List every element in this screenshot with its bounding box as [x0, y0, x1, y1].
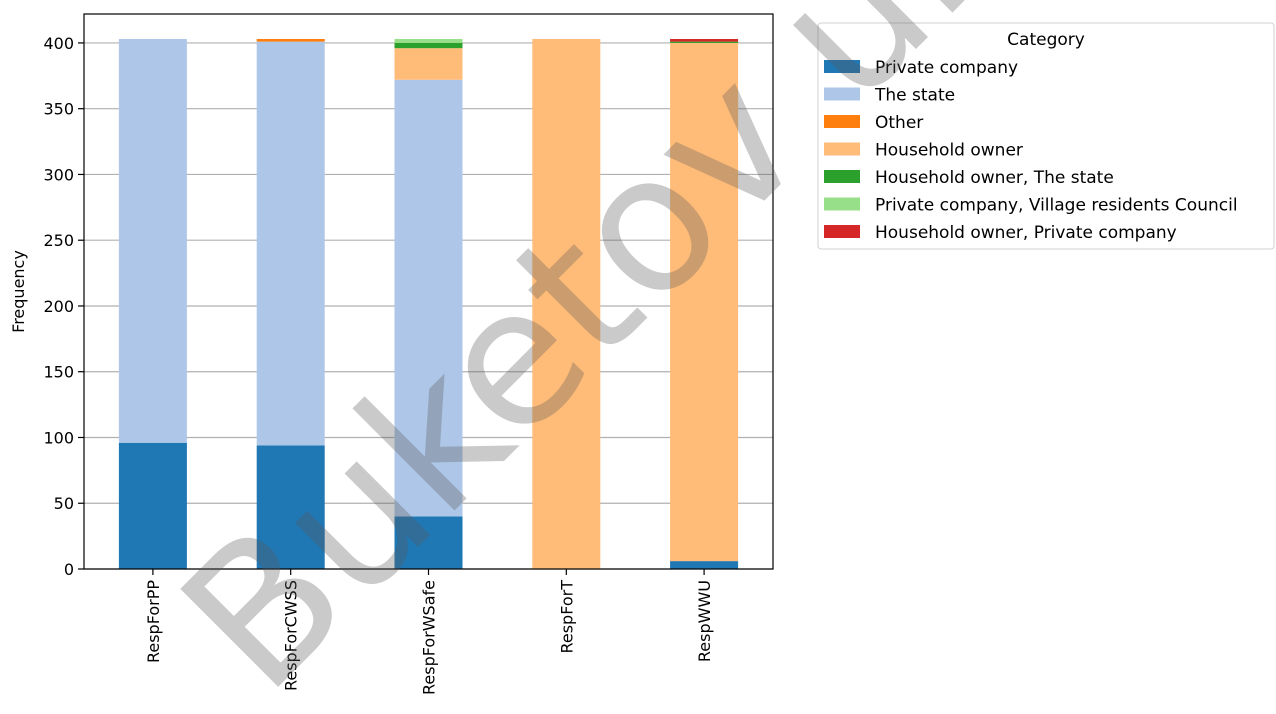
x-axis: RespForPP RespForCWSS RespForWSafe RespForT…: [144, 569, 714, 695]
legend-label: Household owner: [875, 141, 1023, 161]
bar-segment: [256, 38, 325, 42]
bar-segment: [256, 445, 325, 569]
legend-label: Household owner, Private company: [875, 223, 1177, 243]
legend: Category Private company The state Other Ho…: [817, 22, 1275, 250]
y-tick-label: 150: [43, 363, 74, 382]
legend-box: [817, 22, 1275, 250]
legend-swatch: [824, 115, 860, 128]
x-tick-label: RespForPP: [144, 580, 163, 663]
legend-label: Private company, Village residents Counc…: [875, 196, 1238, 216]
bar-segment: [394, 79, 463, 517]
bars: [118, 38, 739, 569]
bar-segment: [256, 41, 325, 446]
legend-swatch: [824, 87, 860, 101]
legend-label: The state: [874, 86, 955, 106]
legend-swatch: [824, 170, 860, 183]
y-axis: 0 50 100 150 200 250 300 350 400: [43, 34, 84, 579]
y-tick-label: 50: [54, 494, 74, 513]
bar-segment: [118, 38, 187, 443]
bar-segment: [532, 38, 601, 569]
legend-swatch: [824, 225, 860, 238]
legend-title: Category: [1007, 30, 1085, 50]
y-tick-label: 100: [43, 428, 74, 447]
bar-segment: [670, 38, 739, 42]
bar-segment: [394, 38, 463, 43]
legend-swatch: [824, 142, 860, 156]
y-tick-label: 400: [43, 34, 74, 53]
y-tick-label: 250: [43, 231, 74, 250]
x-tick-label: RespForWSafe: [420, 580, 439, 695]
y-tick-label: 200: [43, 297, 74, 316]
y-tick-label: 350: [43, 100, 74, 119]
y-tick-label: 0: [64, 560, 74, 579]
bar-segment: [670, 41, 739, 43]
legend-label: Other: [875, 113, 923, 133]
bar-segment: [394, 48, 463, 80]
legend-label: Household owner, The state: [875, 168, 1114, 188]
x-tick-label: RespForCWSS: [282, 580, 301, 691]
bar-segment: [670, 42, 739, 562]
y-axis-label: Frequency: [9, 250, 28, 333]
bar-segment: [118, 442, 187, 569]
bar-segment: [394, 516, 463, 569]
legend-items: Private company The state Other Household o…: [824, 58, 1238, 243]
x-tick-label: RespWWU: [695, 580, 714, 662]
legend-swatch: [824, 60, 860, 73]
x-tick-label: RespForT: [557, 580, 576, 654]
legend-label: Private company: [875, 58, 1018, 78]
y-tick-label: 300: [43, 165, 74, 184]
bar-segment: [394, 42, 463, 49]
bar-segment: [670, 561, 739, 569]
legend-swatch: [824, 197, 860, 211]
